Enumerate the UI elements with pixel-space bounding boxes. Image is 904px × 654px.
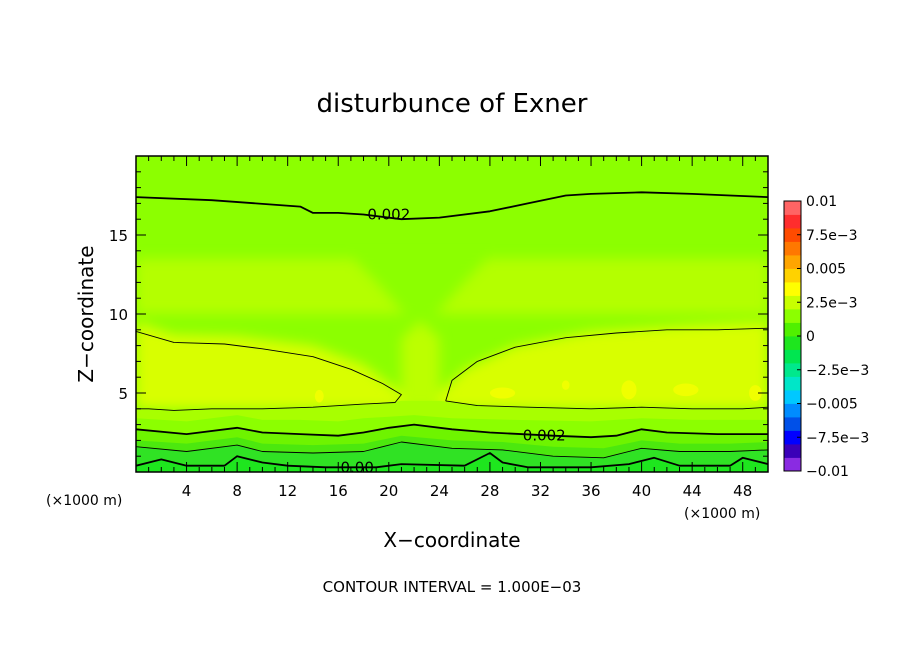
y-tick-label: 5 xyxy=(118,385,128,403)
contour-line xyxy=(445,400,768,410)
field-spot xyxy=(673,383,699,397)
colorbar-swatch xyxy=(784,444,801,458)
colorbar-tick-label: −0.01 xyxy=(806,464,849,480)
x-tick-label: 8 xyxy=(232,482,242,500)
x-tick-label: 48 xyxy=(733,482,752,500)
plot-area xyxy=(136,156,768,472)
colorbar-swatch xyxy=(784,282,801,296)
contour-line xyxy=(445,327,768,402)
colorbar-tick-label: 0.01 xyxy=(806,194,837,210)
colorbar-tick-label: −7.5e−3 xyxy=(806,430,869,446)
colorbar-swatch xyxy=(784,430,801,445)
field-layer xyxy=(136,156,768,472)
y-axis-label: Z−coordinate xyxy=(74,245,98,382)
contour-line xyxy=(136,452,768,469)
chart-title: disturbunce of Exner xyxy=(317,89,588,119)
x-tick-label: 4 xyxy=(182,482,192,500)
contour-line xyxy=(136,441,768,459)
x-tick-label: 44 xyxy=(683,482,702,500)
y-tick-label: 10 xyxy=(109,306,128,324)
field-spot xyxy=(749,385,762,401)
colorbar: 0.01 7.5e−3 0.005 2.5e−3 0 −2.5e−3 −0.005 −7.5e… xyxy=(783,194,869,480)
colorbar-swatch xyxy=(784,417,801,431)
colorbar-swatch xyxy=(784,201,801,215)
x-unit-right: (×1000 m) xyxy=(684,506,760,522)
contour-label: 0.002 xyxy=(523,427,566,445)
colorbar-swatch xyxy=(784,255,801,269)
contour-line xyxy=(136,191,768,221)
colorbar-swatch xyxy=(784,241,801,256)
colorbar-swatch xyxy=(784,228,801,242)
colorbar-swatch xyxy=(784,403,801,418)
field-spot xyxy=(561,380,570,390)
colorbar-tick-label: −0.005 xyxy=(806,397,858,413)
x-tick-label: 32 xyxy=(531,482,550,500)
contour-layer xyxy=(136,191,768,469)
field-band xyxy=(401,321,440,409)
colorbar-tick-label: 0 xyxy=(806,329,815,345)
y-tick-label: 15 xyxy=(109,227,128,245)
colorbar-tick-label: 7.5e−3 xyxy=(806,228,858,244)
colorbar-swatch xyxy=(784,376,801,391)
contour-label: 0.002 xyxy=(367,205,410,223)
colorbar-swatch xyxy=(784,336,801,350)
field-band xyxy=(136,442,768,472)
colorbar-swatch xyxy=(784,363,801,377)
x-tick-label: 36 xyxy=(581,482,600,500)
colorbar-swatch xyxy=(784,268,801,283)
field-spot xyxy=(489,387,516,399)
x-tick-label: 16 xyxy=(329,482,348,500)
colorbar-swatch xyxy=(784,295,801,310)
contour-line xyxy=(136,330,402,411)
contour-interval: CONTOUR INTERVAL = 1.000E−03 xyxy=(323,578,582,596)
x-tick-label: 40 xyxy=(632,482,651,500)
contour-label-layer: 0.002 0.002 0.00 xyxy=(340,205,566,476)
x-tick-label: 24 xyxy=(430,482,449,500)
colorbar-swatch xyxy=(784,322,801,337)
field-band xyxy=(350,257,490,327)
field-band xyxy=(136,453,768,472)
colorbar-tick-label: −2.5e−3 xyxy=(806,363,869,379)
colorbar-swatch xyxy=(784,349,801,364)
x-tick-label: 20 xyxy=(379,482,398,500)
colorbar-swatch xyxy=(784,309,801,323)
x-tick-label: 28 xyxy=(480,482,499,500)
contour-line xyxy=(136,423,768,439)
colorbar-tick-label: 0.005 xyxy=(806,262,846,278)
field-spot xyxy=(314,389,324,403)
x-axis-label: X−coordinate xyxy=(383,528,520,552)
colorbar-tick-label: 2.5e−3 xyxy=(806,295,858,311)
x-tick-label: 12 xyxy=(278,482,297,500)
colorbar-swatch xyxy=(784,214,801,229)
colorbar-swatch xyxy=(784,390,801,404)
colorbar-swatch xyxy=(784,457,801,472)
x-unit-left: (×1000 m) xyxy=(46,493,122,509)
field-spot xyxy=(621,380,637,400)
contour-label: 0.00 xyxy=(340,458,373,476)
